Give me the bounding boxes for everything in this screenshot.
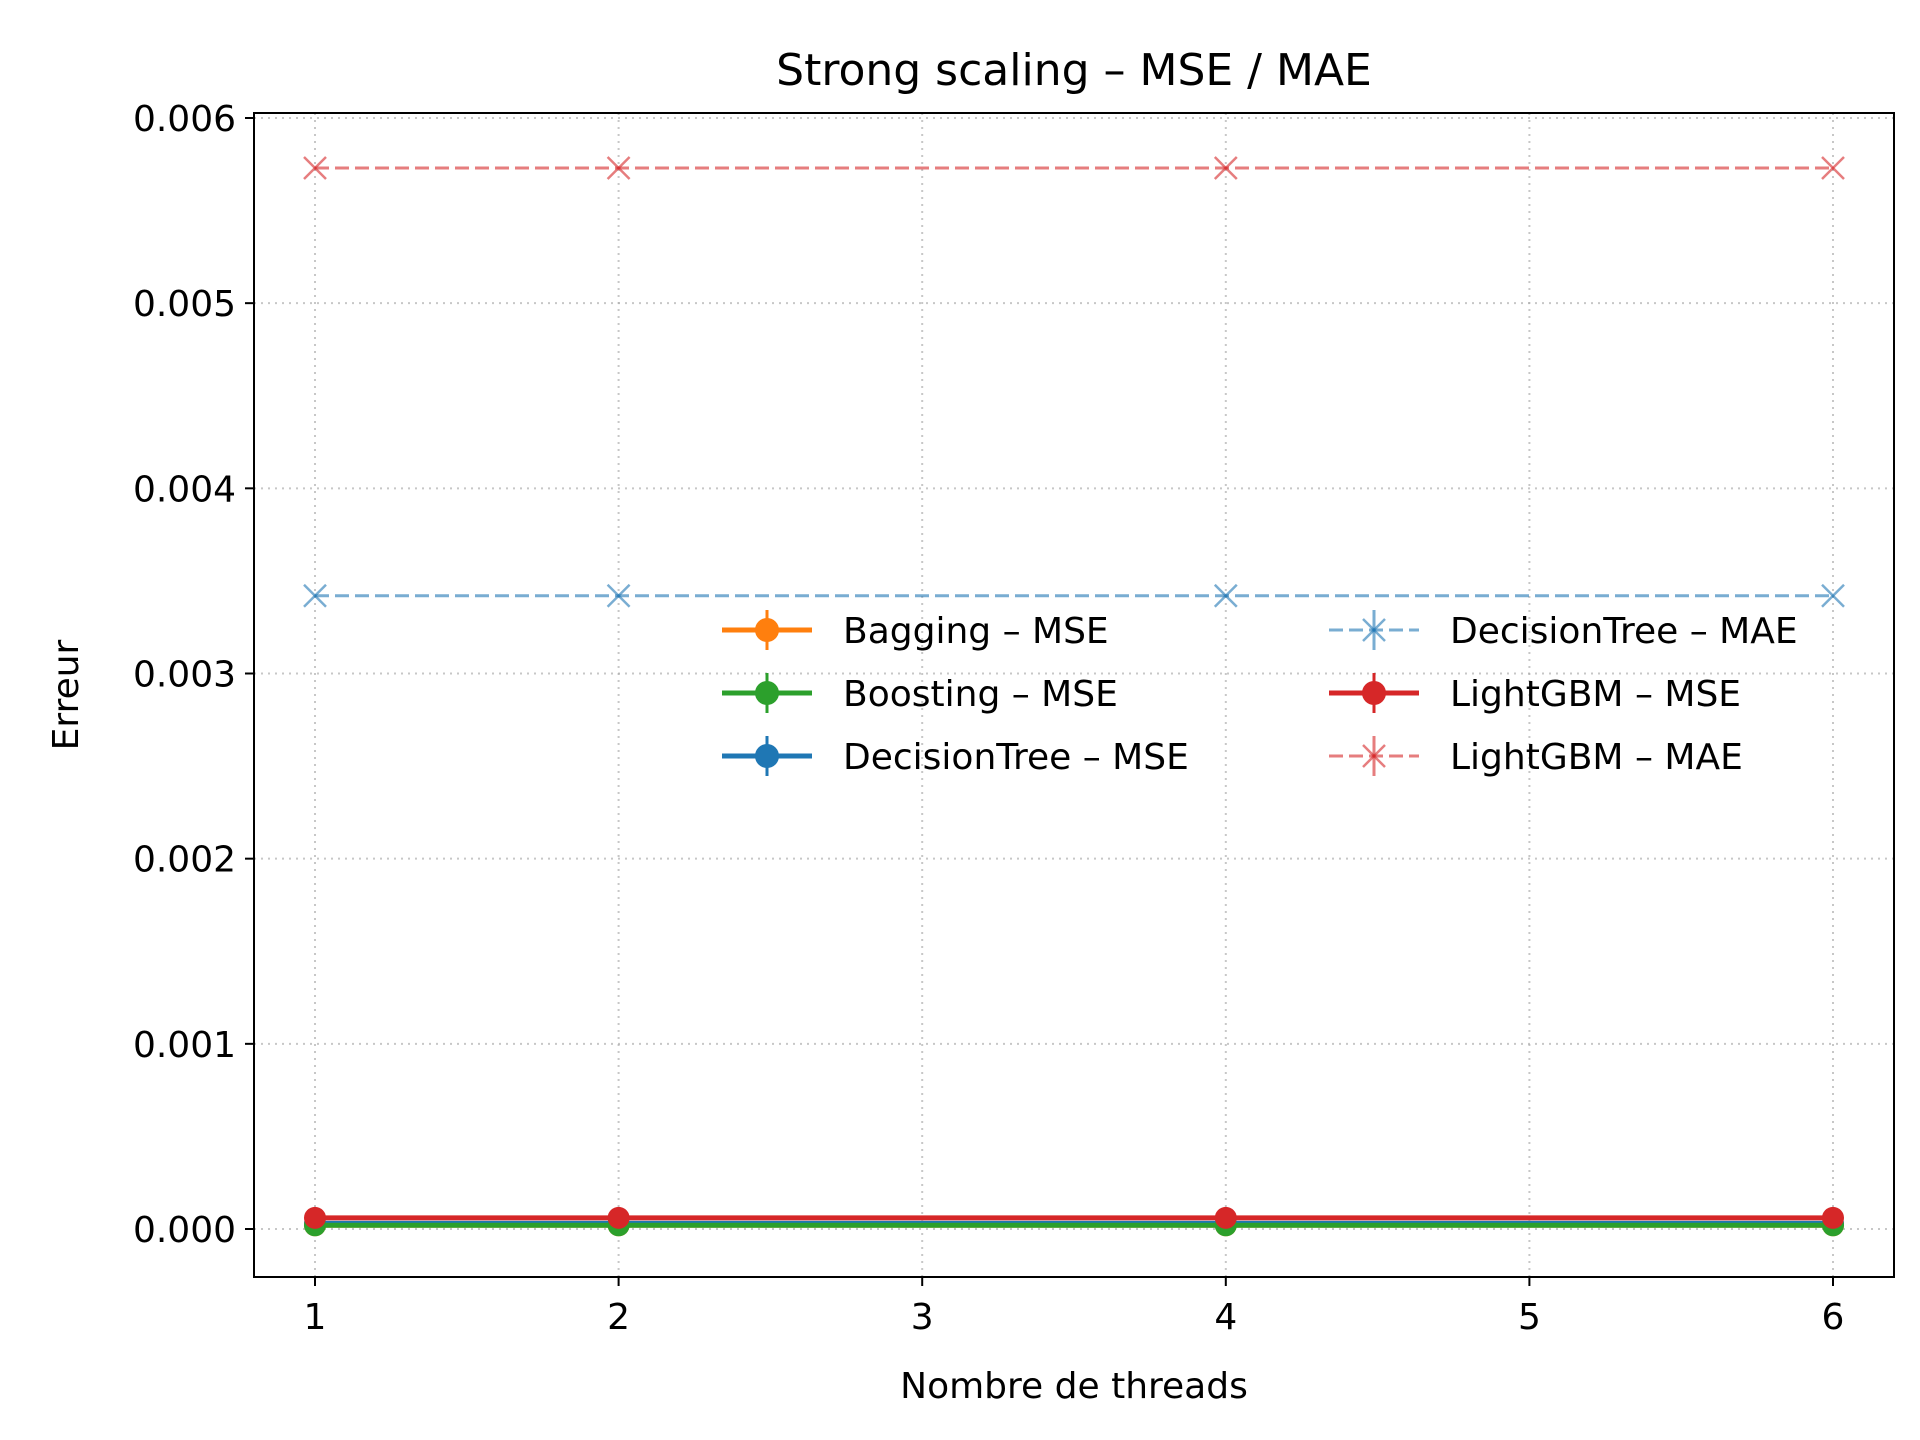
y-tick-label: 0.006 [133, 99, 236, 140]
x-tick-label: 4 [1214, 1297, 1237, 1338]
data-point-lightgbm-mae-stroke [1213, 156, 1238, 180]
legend-label: Boosting – MSE [843, 674, 1118, 715]
plot-series [303, 156, 1845, 1237]
legend-label: LightGBM – MAE [1450, 737, 1743, 778]
data-point-decisiontree-mae [1213, 583, 1238, 608]
legend-entry: Bagging – MSE [722, 610, 1109, 652]
legend-marker [755, 744, 779, 768]
data-point-lightgbm-mse [1214, 1206, 1237, 1229]
y-tick-label: 0.000 [133, 1210, 236, 1251]
plot-frame [253, 112, 1895, 1278]
legend-entry: DecisionTree – MAE [1329, 610, 1798, 652]
y-tick-label: 0.004 [133, 469, 236, 510]
x-tick-label: 6 [1822, 1297, 1845, 1338]
axis-ticks: 1 2 3 4 5 6 0.000 0.001 0.002 0.003 0.004 0.005 0.00… [133, 99, 1845, 1338]
data-point-decisiontree-mae [1821, 583, 1845, 608]
y-tick-label: 0.005 [133, 284, 236, 325]
legend-marker-stroke [1362, 618, 1386, 642]
legend-label: LightGBM – MSE [1450, 674, 1741, 715]
legend-label: Bagging – MSE [843, 611, 1109, 652]
x-tick-label: 2 [607, 1297, 630, 1338]
x-tick-label: 1 [304, 1297, 327, 1338]
data-point-lightgbm-mae-stroke [303, 156, 327, 180]
y-tick-label: 0.001 [133, 1025, 236, 1066]
data-point-lightgbm-mse [1822, 1206, 1844, 1229]
y-tick-label: 0.003 [133, 655, 236, 696]
chart-title: Strong scaling – MSE / MAE [776, 45, 1372, 96]
legend-marker [1362, 681, 1386, 705]
legend-label: DecisionTree – MSE [843, 737, 1189, 778]
data-point-lightgbm-mae [303, 156, 327, 180]
legend-marker [1362, 618, 1386, 642]
x-axis-label: Nombre de threads [900, 1366, 1248, 1407]
data-point-lightgbm-mse [607, 1206, 630, 1229]
data-point-decisiontree-mae-stroke [606, 583, 631, 608]
legend-marker [1362, 744, 1386, 768]
series-lightgbm-mae [303, 156, 1845, 180]
data-point-lightgbm-mae [606, 156, 631, 180]
y-axis-label: Erreur [46, 639, 87, 750]
data-point-decisiontree-mae-stroke [1821, 583, 1845, 608]
data-point-lightgbm-mae-stroke [1821, 156, 1845, 180]
y-tick-label: 0.002 [133, 840, 236, 881]
legend-entry: LightGBM – MSE [1329, 673, 1741, 715]
data-point-lightgbm-mae [1213, 156, 1238, 180]
data-point-decisiontree-mae [606, 583, 631, 608]
legend-entry: DecisionTree – MSE [722, 736, 1189, 778]
legend-marker [755, 681, 779, 705]
data-point-decisiontree-mae-stroke [303, 583, 327, 608]
legend-marker-stroke [1362, 744, 1386, 768]
data-point-lightgbm-mae [1821, 156, 1845, 180]
legend-entry: Boosting – MSE [722, 673, 1118, 715]
legend-label: DecisionTree – MAE [1450, 611, 1798, 652]
series-decisiontree-mae [303, 583, 1845, 608]
data-point-lightgbm-mae-stroke [606, 156, 631, 180]
data-point-decisiontree-mae-stroke [1213, 583, 1238, 608]
legend-marker [755, 618, 779, 642]
data-point-decisiontree-mae [303, 583, 327, 608]
series-lightgbm-mse [304, 1206, 1844, 1229]
legend-entry: LightGBM – MAE [1329, 736, 1743, 778]
legend: Bagging – MSE Boosting – MSE DecisionTree … [722, 610, 1798, 778]
grid [254, 113, 1894, 1277]
data-point-lightgbm-mse [304, 1206, 326, 1229]
x-tick-label: 5 [1518, 1297, 1541, 1338]
x-tick-label: 3 [911, 1297, 934, 1338]
